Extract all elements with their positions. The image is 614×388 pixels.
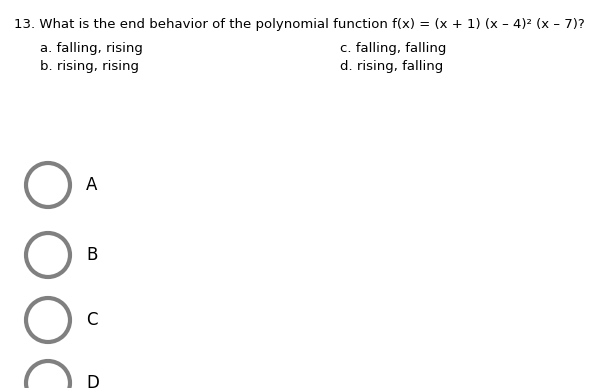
- Text: b. rising, rising: b. rising, rising: [40, 60, 139, 73]
- Text: 13. What is the end behavior of the polynomial function f(x) = (x + 1) (x – 4)² : 13. What is the end behavior of the poly…: [14, 18, 585, 31]
- Text: c. falling, falling: c. falling, falling: [340, 42, 446, 55]
- Text: d. rising, falling: d. rising, falling: [340, 60, 443, 73]
- Text: a. falling, rising: a. falling, rising: [40, 42, 143, 55]
- Text: B: B: [86, 246, 98, 264]
- Text: D: D: [86, 374, 99, 388]
- Text: A: A: [86, 176, 98, 194]
- Text: C: C: [86, 311, 98, 329]
